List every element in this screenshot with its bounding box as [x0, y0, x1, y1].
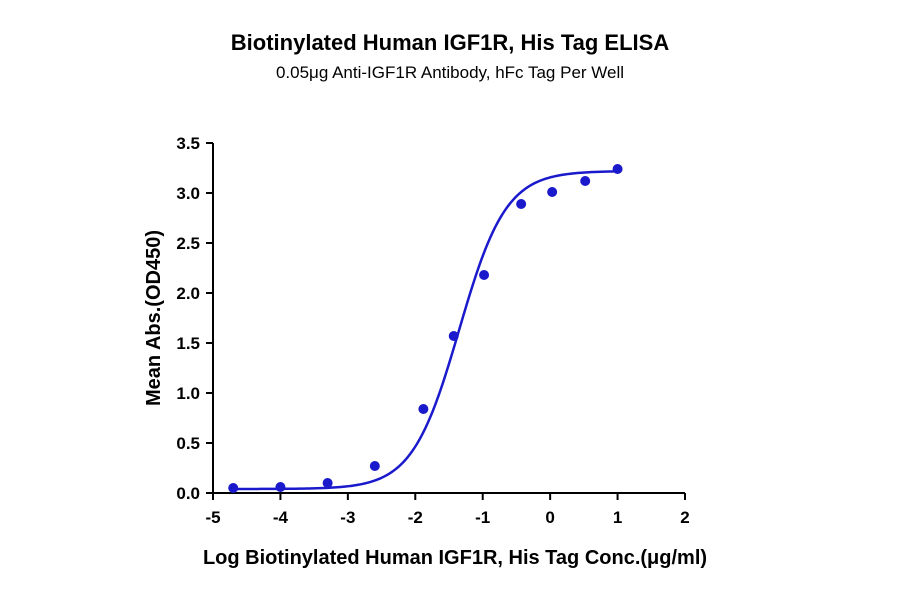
x-tick-label: -2: [408, 508, 423, 527]
x-tick-label: 2: [680, 508, 689, 527]
data-point: [580, 176, 591, 186]
y-axis: 0.0 0.5 1.0 1.5 2.0 2.5 3.0 3.5: [176, 134, 214, 503]
fit-curve: [233, 170, 618, 491]
data-point: [228, 483, 239, 493]
x-tick-label: -4: [273, 508, 289, 527]
data-point: [479, 270, 490, 280]
chart-subtitle: 0.05μg Anti-IGF1R Antibody, hFc Tag Per …: [276, 63, 624, 82]
data-point: [369, 461, 380, 471]
y-tick-label: 0.0: [176, 484, 200, 503]
data-point: [547, 187, 558, 197]
y-tick-label: 0.5: [176, 434, 200, 453]
y-tick-label: 2.5: [176, 234, 200, 253]
y-tick-label: 2.0: [176, 284, 200, 303]
x-tick-label: -3: [340, 508, 355, 527]
x-tick-label: 0: [545, 508, 554, 527]
x-axis: -5 -4 -3 -2 -1 0 1 2: [205, 492, 690, 527]
y-axis-label: Mean Abs.(OD450): [143, 230, 165, 406]
x-tick-label: -5: [205, 508, 220, 527]
x-tick-label: 1: [613, 508, 622, 527]
data-point: [418, 404, 429, 414]
data-point: [275, 482, 286, 492]
chart-title: Biotinylated Human IGF1R, His Tag ELISA: [231, 30, 670, 55]
y-tick-label: 1.0: [176, 384, 200, 403]
data-point: [516, 199, 527, 209]
x-tick-label: -1: [475, 508, 490, 527]
data-point: [322, 478, 333, 488]
y-tick-label: 3.0: [176, 184, 200, 203]
data-point: [612, 164, 623, 174]
y-tick-label: 1.5: [176, 334, 200, 353]
data-point: [448, 331, 459, 341]
plot-area: [228, 164, 623, 493]
y-tick-label: 3.5: [176, 134, 200, 153]
x-axis-label: Log Biotinylated Human IGF1R, His Tag Co…: [203, 547, 707, 569]
